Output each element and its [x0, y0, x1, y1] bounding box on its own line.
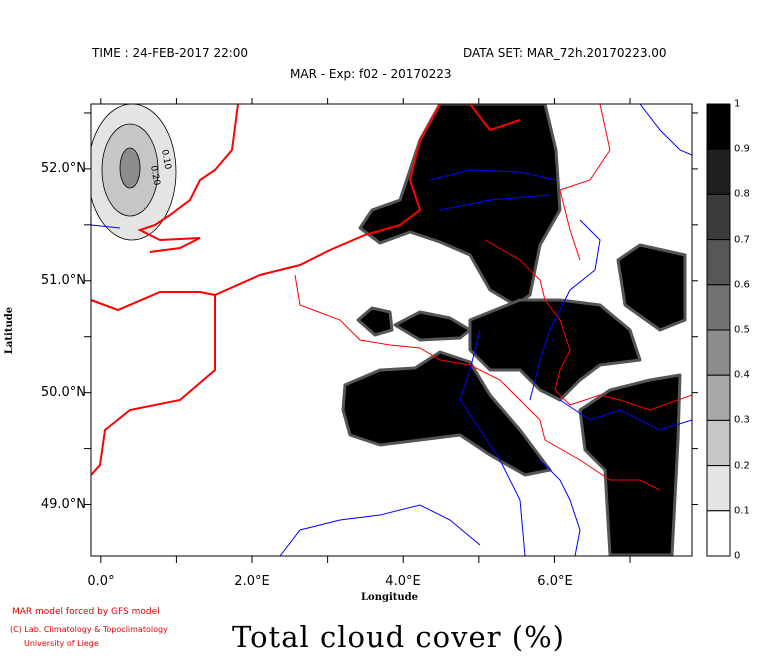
river-seine: [91, 224, 481, 556]
colorbar-swatch: [706, 103, 731, 150]
lat-tick-label: 50.0°N: [40, 385, 86, 400]
y-axis-labels: 52.0°N 51.0°N 50.0°N 49.0°N: [0, 0, 86, 662]
y-axis-title: Latitude: [4, 306, 16, 355]
river-rhine: [429, 104, 692, 401]
colorbar-label: 0: [734, 550, 741, 562]
subtitle: MAR - Exp: f02 - 20170223: [290, 67, 452, 81]
colorbar-swatch: [706, 510, 731, 557]
credit-lab: (C) Lab. Climatology & Topoclimatology: [10, 625, 168, 634]
credit-university: University of Liege: [24, 639, 99, 648]
contour-label: 0.20: [148, 165, 161, 187]
border-east: [559, 104, 611, 261]
colorbar-swatch: [706, 329, 731, 376]
colorbar: [706, 103, 731, 557]
lon-tick-label: 6.0°E: [537, 574, 573, 589]
colorbar-label: 0.7: [734, 234, 750, 246]
border-belgium: [294, 274, 546, 441]
colorbar-swatch: [706, 465, 731, 512]
cloud-mass-small: [356, 306, 394, 337]
plot-frame: [90, 103, 693, 557]
border-germany: [484, 239, 692, 411]
x-axis-title: Longitude: [361, 592, 419, 603]
lon-tick-label: 2.0°E: [234, 574, 270, 589]
colorbar-label: 0.1: [734, 505, 750, 517]
cloud-mass-southwest: [341, 350, 552, 477]
coastline-uk: [137, 104, 239, 253]
lat-tick-label: 52.0°N: [40, 161, 86, 176]
colorbar-label: 0.8: [734, 188, 750, 200]
river-south: [539, 459, 581, 556]
colorbar-label: 0.6: [734, 279, 750, 291]
colorbar-swatch: [706, 148, 731, 195]
colorbar-label: 0.3: [734, 414, 750, 426]
river-meuse: [459, 329, 526, 556]
cloud-contour-high: [119, 147, 141, 189]
colorbar-label: 0.4: [734, 369, 750, 381]
colorbar-swatch: [706, 239, 731, 286]
border-france-germany: [544, 439, 661, 491]
coastline-france: [91, 104, 441, 476]
lat-tick-label: 51.0°N: [40, 273, 86, 288]
colorbar-label: 1: [734, 98, 741, 110]
colorbar-label: 0.9: [734, 143, 750, 155]
cloud-mass-east: [616, 243, 687, 332]
colorbar-swatch: [706, 419, 731, 467]
colorbar-swatch: [706, 193, 731, 241]
cloud-mass-southeast: [578, 373, 682, 556]
colorbar-swatch: [706, 374, 731, 421]
colorbar-label: 0.5: [734, 324, 750, 336]
cloud-mass-north: [358, 104, 562, 307]
colorbar-label: 0.2: [734, 460, 750, 472]
cloud-mass-belt: [393, 310, 472, 342]
dataset-label: DATA SET: MAR_72h.20170223.00: [463, 46, 667, 60]
credit-model: MAR model forced by GFS model: [12, 607, 160, 617]
colorbar-swatch: [706, 284, 731, 331]
chart-title: Total cloud cover (%): [232, 620, 565, 654]
lat-tick-label: 49.0°N: [40, 497, 86, 512]
coastline-netherlands: [469, 104, 521, 132]
time-label: TIME : 24-FEB-2017 22:00: [92, 46, 249, 60]
cloud-mass-center: [468, 298, 642, 402]
lon-tick-label: 4.0°E: [385, 574, 421, 589]
river-moselle: [559, 399, 692, 431]
contour-label: 0.10: [159, 149, 172, 171]
lon-tick-label: 0.0°: [87, 574, 115, 589]
